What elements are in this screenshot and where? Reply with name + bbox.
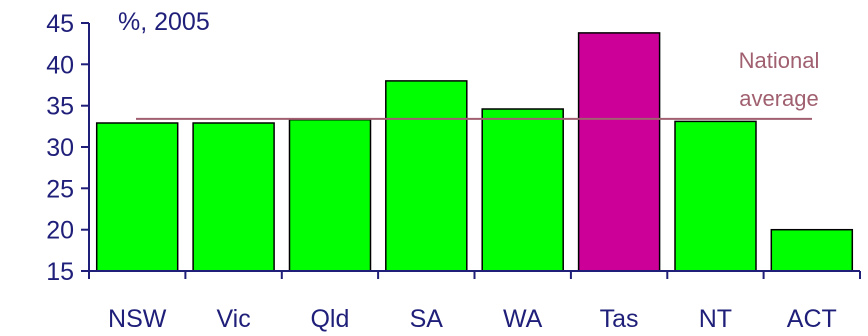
x-tick-label-qld: Qld xyxy=(310,305,349,333)
unit-label: %, 2005 xyxy=(118,8,210,36)
y-tick-label-30: 30 xyxy=(46,134,74,162)
national-average-label-line1: National xyxy=(739,48,820,73)
y-tick-label-35: 35 xyxy=(46,93,74,121)
bar-nsw xyxy=(95,122,179,272)
x-axis: NSW Vic Qld SA WA Tas NT ACT xyxy=(88,270,861,333)
y-tick-label-45: 45 xyxy=(46,10,74,38)
bars-group xyxy=(95,32,854,272)
bar-wa xyxy=(481,108,564,272)
y-tick-label-40: 40 xyxy=(46,51,74,79)
bar-vic xyxy=(192,122,275,272)
national-average-label-line2: average xyxy=(739,86,819,111)
y-tick-label-25: 25 xyxy=(46,175,74,203)
x-tick-label-vic: Vic xyxy=(216,305,250,333)
bar-nt xyxy=(674,120,757,272)
x-tick-label-sa: SA xyxy=(410,305,444,333)
x-tick-label-nt: NT xyxy=(699,305,732,333)
bar-act xyxy=(770,228,854,272)
bar-qld xyxy=(288,118,372,272)
x-tick-label-tas: Tas xyxy=(600,305,639,333)
y-axis: 15 20 25 30 35 40 45 xyxy=(46,10,90,286)
y-tick-label-20: 20 xyxy=(46,217,74,245)
y-tick-label-15: 15 xyxy=(46,258,74,286)
bar-tas xyxy=(577,32,661,272)
x-tick-label-act: ACT xyxy=(787,305,837,333)
x-tick-label-wa: WA xyxy=(503,305,543,333)
x-tick-label-nsw: NSW xyxy=(108,305,167,333)
bar-sa xyxy=(385,80,468,272)
